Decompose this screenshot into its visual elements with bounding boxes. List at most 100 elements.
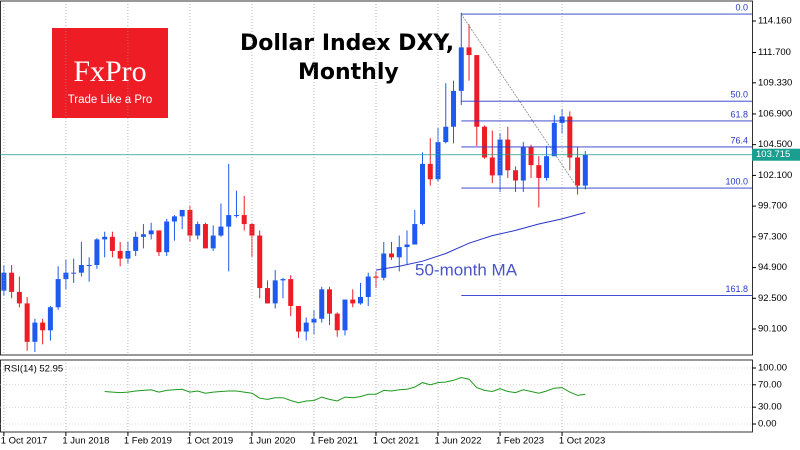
candle-body: [536, 165, 542, 178]
candle-body: [16, 291, 22, 304]
candle-body: [319, 289, 325, 319]
rsi-tick-label: 0.00: [758, 419, 777, 430]
x-tick-label: 1 Jun 2018: [62, 436, 109, 447]
candle-body: [86, 265, 92, 267]
y-tick-label: 109.330: [758, 77, 792, 88]
candle-body: [125, 250, 131, 259]
candle-body: [109, 236, 115, 251]
x-tick-label: 1 Oct 2023: [559, 436, 605, 447]
rsi-tick-label: 100.00: [758, 363, 787, 374]
candle-body: [140, 234, 146, 237]
fib-label: 61.8: [730, 109, 748, 119]
candle-body: [559, 116, 565, 123]
candle-body: [226, 215, 232, 227]
candle-body: [412, 224, 418, 245]
candle-body: [148, 230, 154, 235]
candle-body: [575, 157, 581, 186]
rsi-line: [104, 376, 586, 404]
candle-body: [311, 318, 317, 323]
candle-body: [466, 47, 472, 56]
candle-body: [396, 247, 402, 258]
logo-box: [52, 28, 168, 118]
fib-label: 0.0: [735, 2, 748, 12]
candle-body: [63, 272, 69, 280]
candle-body: [40, 322, 46, 331]
x-tick-label: 1 Oct 2019: [187, 436, 233, 447]
candle-body: [458, 47, 464, 91]
candle-body: [357, 297, 363, 304]
y-tick-label: 114.160: [758, 16, 792, 27]
candle-body: [71, 272, 77, 274]
y-tick-label: 92.500: [758, 293, 787, 304]
last-price-label: 103.715: [756, 149, 790, 160]
fib-label: 161.8: [725, 284, 748, 294]
candle-body: [164, 221, 170, 253]
candle-body: [257, 235, 263, 289]
candle-body: [1, 272, 7, 291]
candle-body: [288, 279, 294, 306]
candle-body: [264, 288, 270, 304]
candle-body: [303, 322, 309, 332]
candle-body: [326, 289, 332, 314]
candle-body: [102, 236, 108, 240]
x-tick-label: 1 Feb 2019: [124, 436, 172, 447]
candle-body: [528, 147, 534, 166]
candle-body: [156, 230, 162, 253]
candle-body: [474, 55, 480, 127]
fib-label: 50.0: [730, 90, 748, 100]
rsi-tick-label: 30.00: [758, 402, 782, 413]
candle-body: [32, 322, 38, 342]
y-tick-label: 102.100: [758, 170, 792, 181]
candle-body: [350, 299, 356, 304]
candle-body: [451, 90, 457, 127]
candle-body: [202, 224, 208, 249]
candle-body: [381, 253, 387, 278]
y-tick-label: 106.900: [758, 108, 792, 119]
candle-body: [187, 209, 193, 236]
candle-body: [171, 216, 177, 222]
candle-body: [551, 122, 557, 157]
candle-body: [482, 126, 488, 158]
fib-label: 100.0: [725, 176, 748, 186]
x-tick-label: 1 Feb 2023: [496, 436, 544, 447]
y-tick-label: 104.500: [758, 139, 792, 150]
x-tick-label: 1 Feb 2021: [310, 436, 358, 447]
x-tick-label: 1 Oct 2021: [373, 436, 419, 447]
chart-title: Dollar Index DXY,: [240, 31, 454, 56]
candle-body: [241, 215, 247, 225]
candle-body: [404, 244, 410, 248]
candle-body: [272, 280, 278, 304]
candle-body: [443, 126, 449, 143]
rsi-label: RSI(14) 52.95: [4, 364, 63, 375]
fib-label: 76.4: [730, 135, 748, 145]
rsi-tick-label: 70.00: [758, 379, 782, 390]
candle-body: [78, 265, 84, 273]
candle-body: [218, 226, 224, 236]
candle-body: [179, 209, 185, 217]
candle-body: [544, 156, 550, 178]
fib-trend-line: [460, 13, 578, 189]
candle-body: [342, 299, 348, 331]
candle-body: [210, 235, 216, 249]
candle-body: [47, 307, 53, 331]
candle-body: [365, 276, 371, 298]
candle-body: [427, 163, 433, 180]
candle-body: [389, 253, 395, 258]
candle-body: [94, 239, 100, 266]
logo-tagline: Trade Like a Pro: [68, 94, 153, 106]
candle-body: [195, 224, 201, 236]
y-tick-label: 94.900: [758, 262, 787, 273]
candle-body: [295, 305, 301, 332]
candle-body: [55, 279, 61, 308]
candle-body: [9, 272, 15, 292]
chart-subtitle: Monthly: [298, 60, 399, 85]
logo-name: FxPro: [73, 55, 146, 88]
price-panel: [0, 0, 753, 356]
candle-body: [334, 313, 340, 331]
candle-body: [489, 157, 495, 176]
candle-body: [233, 215, 239, 217]
candle-body: [567, 116, 573, 158]
candle-body: [520, 147, 526, 181]
ma-line: [375, 212, 586, 271]
